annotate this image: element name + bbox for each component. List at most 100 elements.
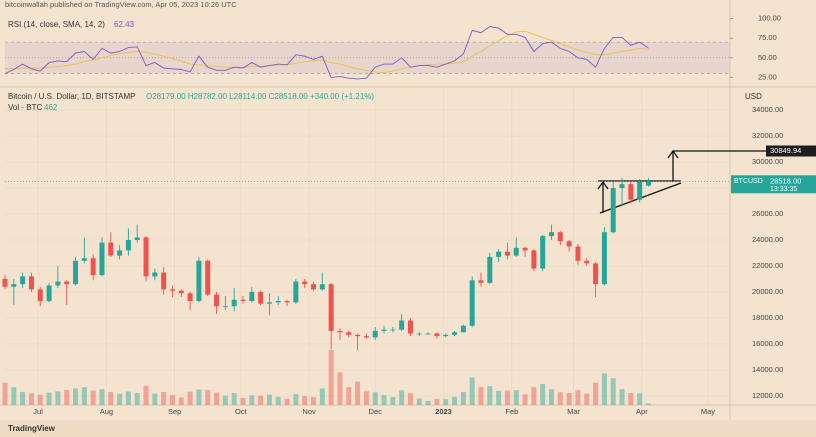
candle-body [390,329,396,331]
candle-body [628,184,634,200]
volume-bar [628,392,634,405]
volume-bar [540,384,546,405]
candle-body [328,284,334,331]
candle-body [478,280,484,283]
candle-body [28,276,34,290]
candle-body [355,334,361,337]
volume-bar [416,398,422,405]
candle-body [222,306,228,308]
rsi-sma-line [5,30,649,74]
candle-body [117,250,123,256]
volume-bar [275,396,281,405]
volume-bar [81,387,87,405]
y-tick-label: 14000.00 [752,365,783,374]
rsi-tick-label: 50.00 [758,53,777,62]
volume-bar [222,395,228,405]
candle-body [319,284,325,290]
volume-bar [434,398,440,405]
rsi-tick-label: 75.00 [758,33,777,42]
target-box [766,145,816,157]
grid [5,41,730,405]
candle-body [73,260,79,285]
candle-body [346,332,352,335]
candle-body [134,237,140,241]
candle-body [531,250,537,269]
volume-bar [549,389,555,405]
volume-bar [566,392,572,405]
volume-bar [337,372,343,405]
y-tick-label: 22000.00 [752,261,783,270]
candle-body [540,236,546,269]
candle-body [2,278,8,287]
candle-body [46,285,52,302]
countdown: 13:33:35 [770,186,797,193]
volume-bar [496,390,502,405]
candle-body [196,260,202,302]
footer-bar [0,420,816,437]
volume-bar [399,390,405,405]
volume-bar [319,388,325,405]
x-tick-label: Nov [302,407,316,416]
x-tick-label: Oct [235,407,248,416]
volume-bar [363,391,369,405]
candle-body [302,281,308,285]
candle-body [416,333,422,335]
ohlc-readout: O28179.00 H28782.00 L28114.00 C28518.00 … [146,92,374,101]
y-tick-label: 26000.00 [752,209,783,218]
last-price-symbol: BTCUSD [734,178,763,185]
candle-body [513,247,519,256]
volume-bar [73,388,79,405]
volume-bar [637,393,643,405]
volume-bar [531,387,537,405]
candle-body [99,242,105,276]
volume-bar [37,395,43,405]
candle-body [469,280,475,326]
candle-body [152,272,158,277]
candle-body [161,272,167,290]
volume-bar [249,395,255,405]
volume-bar [619,389,625,405]
volume-bar [584,393,590,405]
volume-bar [452,396,458,405]
volume-bar [214,392,220,405]
symbol-title: Bitcoin / U.S. Dollar, 1D, BITSTAMP [8,92,135,101]
volume-readout: 462 [44,103,58,112]
candle-body [566,241,572,247]
candle-body [249,291,255,302]
candle-body [363,336,369,338]
volume-bar [152,393,158,405]
volume-bar [240,397,246,405]
candle-body [610,188,616,233]
volume-bar [407,393,413,405]
x-tick-label: 2023 [435,407,452,416]
volume-bar [11,387,17,405]
rsi-label: RSI (14, close, SMA, 14, 2) [8,20,105,29]
volume-bar [284,398,290,405]
arrow-head [597,180,609,190]
volume-bar [196,389,202,405]
volume-bar [302,396,308,405]
candle-body [11,284,17,287]
x-tick-label: Dec [369,407,383,416]
volume-bar [645,403,651,405]
last-price-label: 28518.00 [770,176,801,185]
volume-bar [117,393,123,405]
brand: TradingView [8,424,56,433]
y-tick-label: 12000.00 [752,391,783,400]
y-tick-label: 18000.00 [752,313,783,322]
volume-bar [425,400,431,405]
candle-body [337,330,343,333]
candle-body [443,334,449,337]
candle-body [557,232,563,242]
volume-bar [610,378,616,405]
volume-bar [125,391,131,405]
volume-bar [108,391,114,405]
volume-bar [469,377,475,405]
candle-body [522,247,528,251]
volume-bar [346,387,352,405]
publisher: bitcoinwallah published on TradingView.c… [5,0,237,9]
volume-bar [55,391,61,405]
volume-bar [311,397,317,405]
